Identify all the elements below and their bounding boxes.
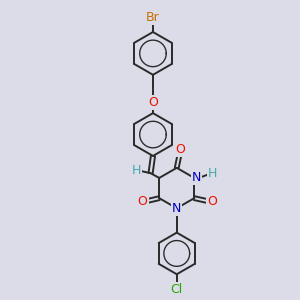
Text: O: O <box>175 143 185 156</box>
Text: O: O <box>138 195 148 208</box>
Text: H: H <box>208 167 218 180</box>
Text: Cl: Cl <box>171 283 183 296</box>
Text: Br: Br <box>146 11 160 24</box>
Text: H: H <box>132 164 141 177</box>
Text: O: O <box>148 96 158 109</box>
Text: N: N <box>172 202 182 215</box>
Text: O: O <box>207 195 217 208</box>
Text: N: N <box>192 171 201 184</box>
